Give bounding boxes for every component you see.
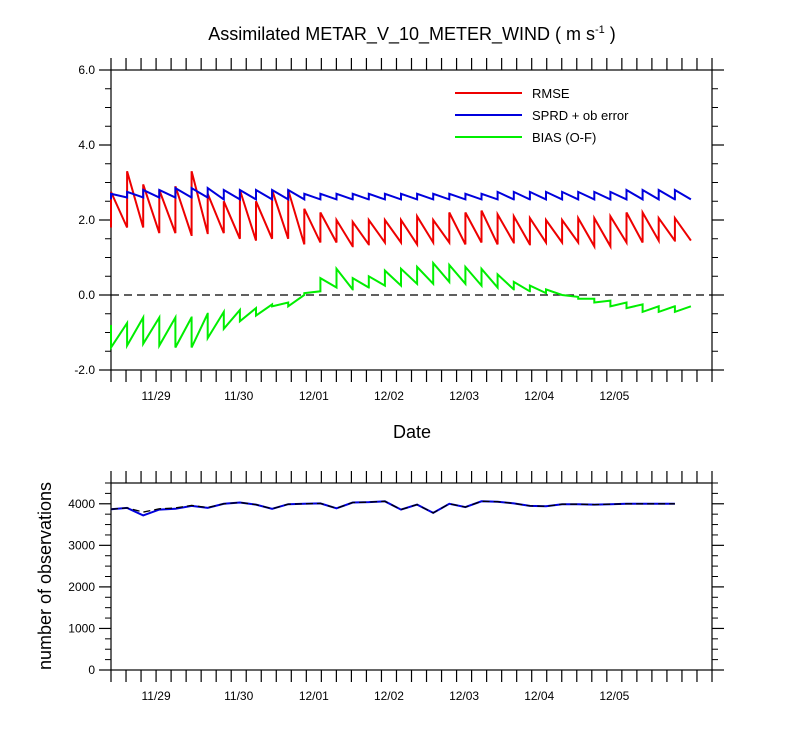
y-tick-label: 0 xyxy=(88,663,95,677)
y-tick-label: 6.0 xyxy=(78,63,95,77)
series-line-rmse xyxy=(110,171,692,251)
x-tick-label: 11/30 xyxy=(224,689,253,703)
y-axis-label-observations: number of observations xyxy=(35,482,55,670)
x-tick-label: 11/29 xyxy=(142,389,171,403)
x-tick-label: 12/05 xyxy=(599,689,629,703)
bottom-panel: 11/29 11/30 12/01 12/02 12/03 12/04 12/05 0 1000… xyxy=(68,471,724,703)
x-tick-label: 12/02 xyxy=(374,689,404,703)
x-tick-label: 12/05 xyxy=(599,389,629,403)
y-tick-label: 2.0 xyxy=(78,213,95,227)
series-line-sprd-ob-error xyxy=(110,186,692,202)
y-tick-label: 4.0 xyxy=(78,138,95,152)
x-tick-label: 12/03 xyxy=(449,689,479,703)
chart-title: Assimilated METAR_V_10_METER_WIND ( m s-… xyxy=(208,24,616,45)
x-tick-label: 12/04 xyxy=(524,389,554,403)
y-tick-label: 3000 xyxy=(68,538,95,552)
x-axis-label: Date xyxy=(393,422,431,442)
x-tick-label: 12/03 xyxy=(449,389,479,403)
x-tick-label: 12/01 xyxy=(299,389,329,403)
legend-label-rmse: RMSE xyxy=(532,86,570,101)
obs-line-possible xyxy=(110,500,675,514)
series-line-bias-o-f xyxy=(110,260,692,351)
legend-label-bias-o-f: BIAS (O-F) xyxy=(532,130,596,145)
y-tick-label: 0.0 xyxy=(78,288,95,302)
y-tick-label: 2000 xyxy=(68,580,95,594)
x-tick-label: 12/02 xyxy=(374,389,404,403)
y-tick-label: -2.0 xyxy=(74,363,95,377)
bottom-frame xyxy=(110,482,713,671)
y-tick-label: 1000 xyxy=(68,621,95,635)
top-panel: 11/29 11/30 12/01 12/02 12/03 12/04 12/05 -2.0 0… xyxy=(74,58,724,403)
legend-label-sprd-ob-error: SPRD + ob error xyxy=(532,108,629,123)
x-tick-label: 11/30 xyxy=(224,389,253,403)
y-tick-label: 4000 xyxy=(68,497,95,511)
x-tick-label: 12/01 xyxy=(299,689,329,703)
x-tick-label: 11/29 xyxy=(142,689,171,703)
x-tick-label: 12/04 xyxy=(524,689,554,703)
obs-line-assimilated xyxy=(110,500,675,517)
